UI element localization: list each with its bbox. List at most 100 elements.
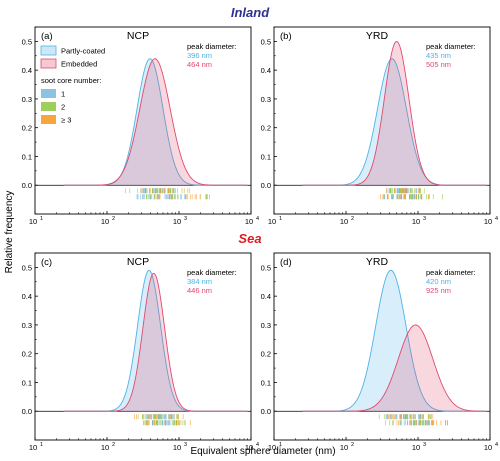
soot-core-label: 1 <box>61 90 65 99</box>
legend-label: Embedded <box>61 60 97 69</box>
y-tick-label: 0.5 <box>22 37 32 46</box>
series-line-embedded <box>302 41 487 186</box>
x-tick-exponent: 4 <box>256 216 259 222</box>
plot-frame <box>34 26 252 215</box>
y-tick-label: 0.1 <box>22 152 32 161</box>
x-tick-label: 10 <box>340 217 348 226</box>
peak-value-embedded: 925 nm <box>426 286 451 295</box>
soot-core-swatch <box>41 102 56 111</box>
panel-label: (b) <box>280 31 292 42</box>
panel-title: YRD <box>366 256 389 268</box>
x-tick-exponent: 3 <box>423 442 426 448</box>
x-tick-label: 10 <box>173 217 181 226</box>
y-tick-label: 0.3 <box>22 95 32 104</box>
y-tick-label: 0.3 <box>22 321 32 330</box>
legend: Partly-coated Embedded soot core number: 1 2… <box>40 45 105 125</box>
panel-c: 0.00.10.20.30.40.510 1 10 2 10 3 10 4(c) NCPpeak… <box>22 252 259 452</box>
x-tick-label: 10 <box>268 217 276 226</box>
x-tick-label: 10 <box>245 217 253 226</box>
y-tick-label: 0.0 <box>261 407 271 416</box>
plot-frame <box>34 252 252 441</box>
x-tick-label: 10 <box>29 443 37 452</box>
x-tick-label: 10 <box>412 217 420 226</box>
peak-diameter-label: peak diameter: <box>426 42 476 51</box>
series-line-embedded <box>63 272 248 412</box>
peak-diameter-label: peak diameter: <box>187 42 237 51</box>
soot-core-title: soot core number: <box>41 76 101 85</box>
series-area-embedded <box>302 324 487 412</box>
peak-value-embedded: 446 nm <box>187 286 212 295</box>
panel-label: (d) <box>280 257 292 268</box>
panel-title: YRD <box>366 30 389 42</box>
x-tick-label: 10 <box>245 443 253 452</box>
x-tick-exponent: 4 <box>495 442 498 448</box>
x-tick-exponent: 4 <box>256 442 259 448</box>
peak-value-partly-coated: 420 nm <box>426 277 451 286</box>
y-tick-label: 0.4 <box>261 292 271 301</box>
y-tick-label: 0.3 <box>261 321 271 330</box>
y-tick-label: 0.4 <box>261 66 271 75</box>
soot-core-swatch <box>41 89 56 98</box>
x-tick-label: 10 <box>101 443 109 452</box>
x-tick-label: 10 <box>173 443 181 452</box>
series-line-embedded <box>302 324 487 412</box>
y-tick-label: 0.4 <box>22 66 32 75</box>
y-tick-label: 0.0 <box>22 407 32 416</box>
x-tick-exponent: 1 <box>40 216 43 222</box>
panel-title: NCP <box>127 256 149 268</box>
legend-swatch-partly-coated <box>40 45 57 56</box>
panel-label: (c) <box>41 257 52 268</box>
series-area-partly-coated <box>63 58 248 186</box>
x-tick-exponent: 1 <box>279 442 282 448</box>
x-tick-label: 10 <box>268 443 276 452</box>
peak-value-partly-coated: 384 nm <box>187 277 212 286</box>
x-tick-exponent: 2 <box>351 216 354 222</box>
x-tick-label: 10 <box>484 443 492 452</box>
x-tick-exponent: 3 <box>423 216 426 222</box>
x-tick-exponent: 2 <box>351 442 354 448</box>
series-area-partly-coated <box>302 270 487 412</box>
plot-frame <box>273 26 491 215</box>
x-tick-exponent: 1 <box>40 442 43 448</box>
y-tick-label: 0.1 <box>22 378 32 387</box>
x-tick-label: 10 <box>412 443 420 452</box>
y-tick-label: 0.1 <box>261 152 271 161</box>
series-area-embedded <box>63 273 248 412</box>
panel-label: (a) <box>41 31 53 42</box>
x-axis-label: Equivalent sphere diameter (nm) <box>190 446 335 457</box>
series-area-embedded <box>302 41 487 186</box>
x-tick-exponent: 2 <box>112 216 115 222</box>
series-area-embedded <box>63 58 248 186</box>
y-tick-label: 0.5 <box>261 37 271 46</box>
soot-core-label: ≥ 3 <box>61 116 71 125</box>
x-tick-exponent: 2 <box>112 442 115 448</box>
series-area-partly-coated <box>302 58 487 186</box>
peak-value-partly-coated: 396 nm <box>187 51 212 60</box>
peak-diameter-label: peak diameter: <box>426 268 476 277</box>
legend-label: Partly-coated <box>61 47 105 56</box>
peak-value-embedded: 464 nm <box>187 60 212 69</box>
peak-value-partly-coated: 435 nm <box>426 51 451 60</box>
x-tick-exponent: 3 <box>184 442 187 448</box>
peak-value-embedded: 505 nm <box>426 60 451 69</box>
x-tick-label: 10 <box>340 443 348 452</box>
legend-swatch-embedded <box>40 58 57 69</box>
x-tick-exponent: 1 <box>279 216 282 222</box>
x-tick-exponent: 3 <box>184 216 187 222</box>
y-tick-label: 0.5 <box>261 263 271 272</box>
section-title-inland: Inland <box>231 5 270 20</box>
panel-b: 0.00.10.20.30.40.510 1 10 2 10 3 10 4(b) YRDpeak… <box>261 26 498 226</box>
y-tick-label: 0.1 <box>261 378 271 387</box>
y-tick-label: 0.3 <box>261 95 271 104</box>
y-tick-label: 0.0 <box>261 181 271 190</box>
peak-diameter-label: peak diameter: <box>187 268 237 277</box>
x-tick-label: 10 <box>484 217 492 226</box>
section-title-sea: Sea <box>238 231 261 246</box>
y-tick-label: 0.5 <box>22 263 32 272</box>
y-tick-label: 0.4 <box>22 292 32 301</box>
y-axis-label: Relative frequency <box>4 191 15 274</box>
y-tick-label: 0.0 <box>22 181 32 190</box>
x-tick-exponent: 4 <box>495 216 498 222</box>
panel-d: 0.00.10.20.30.40.510 1 10 2 10 3 10 4(d) YRDpeak… <box>261 252 498 452</box>
